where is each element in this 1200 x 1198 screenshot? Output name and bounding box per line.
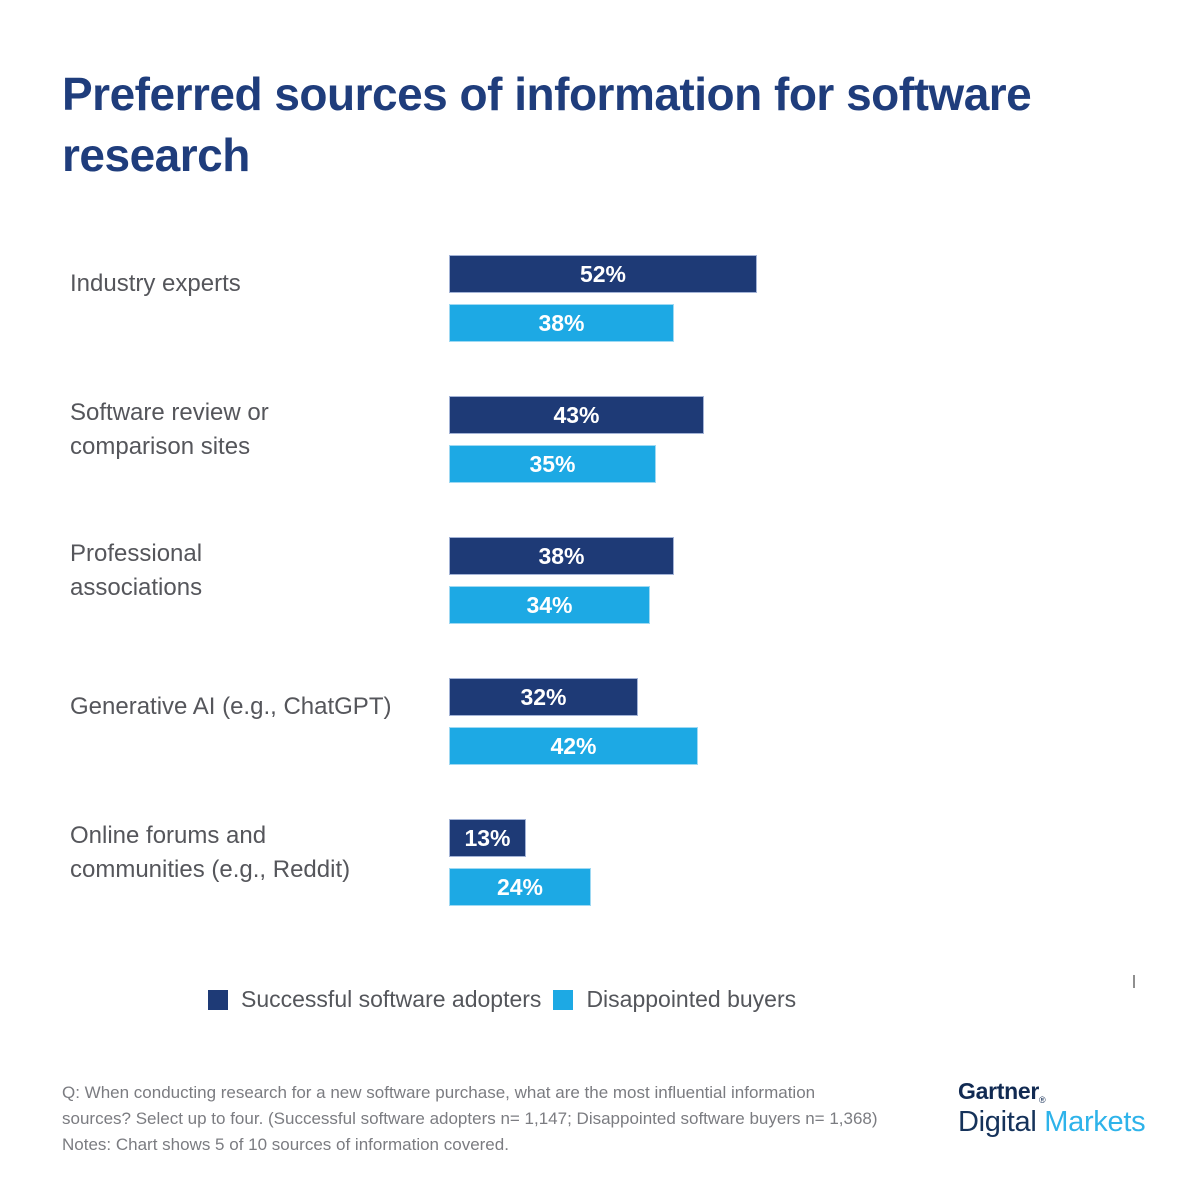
category-label: Online forums and communities (e.g., Redd…: [70, 822, 351, 883]
bar-value-label: 32%: [520, 683, 567, 710]
bar-successful-adopters: 43%: [449, 396, 704, 434]
bar-value-label: 43%: [553, 401, 600, 428]
legend-swatch-lightblue-icon: [553, 990, 574, 1010]
legend-swatch-navy-icon: [208, 990, 228, 1010]
bar-value-label: 52%: [579, 260, 627, 287]
bar-pair: 32% 42%: [449, 678, 698, 765]
legend-entry-buyers: Disappointed buyers: [553, 986, 796, 1013]
chart-row: Professional associations 38% 34%: [70, 537, 757, 624]
footnote: Q: When conducting research for a new so…: [62, 1080, 878, 1158]
chart-row: Generative AI (e.g., ChatGPT) 32% 42%: [70, 678, 757, 765]
bar-disappointed-buyers: 42%: [449, 727, 698, 765]
chart-row: Online forums and communities (e.g., Redd…: [70, 819, 757, 906]
bar-chart: Industry experts 52% 38% Software review or…: [70, 255, 757, 960]
bar-disappointed-buyers: 34%: [449, 586, 650, 624]
stray-tick-mark: [1133, 975, 1135, 988]
logo-second-line: Digital Markets: [958, 1106, 1146, 1139]
logo-brand-line: Gartner®: [958, 1078, 1145, 1105]
bar-value-label: 42%: [550, 732, 597, 759]
bar-successful-adopters: 32%: [449, 678, 638, 716]
bar-pair: 13% 24%: [449, 819, 591, 906]
gartner-digital-markets-logo: Gartner® Digital Markets: [958, 1078, 1146, 1139]
bar-disappointed-buyers: 35%: [449, 445, 656, 483]
bar-value-label: 24%: [496, 873, 544, 900]
bar-value-label: 38%: [538, 542, 585, 569]
legend-label: Disappointed buyers: [586, 986, 797, 1012]
category-label: Generative AI (e.g., ChatGPT): [70, 693, 392, 720]
logo-markets-text: Markets: [1044, 1106, 1146, 1138]
bar-successful-adopters: 38%: [449, 537, 674, 575]
chart-title: Preferred sources of information for sof…: [62, 68, 1032, 181]
bar-value-label: 34%: [526, 591, 573, 618]
bar-pair: 52% 38%: [449, 255, 757, 342]
chart-row: Industry experts 52% 38%: [70, 255, 757, 342]
legend-entry-adopters: Successful software adopters: [208, 986, 541, 1013]
bar-successful-adopters: 52%: [449, 255, 757, 293]
logo-gartner-text: Gartner: [958, 1078, 1039, 1104]
bar-value-label: 13%: [464, 824, 511, 851]
bar-disappointed-buyers: 24%: [449, 868, 591, 906]
bar-pair: 43% 35%: [449, 396, 704, 483]
footnote-line: sources? Select up to four. (Successful …: [62, 1109, 878, 1128]
category-label: Industry experts: [70, 270, 241, 297]
bar-disappointed-buyers: 38%: [449, 304, 674, 342]
logo-digital-text: Digital: [958, 1106, 1037, 1138]
bar-pair: 38% 34%: [449, 537, 674, 624]
bar-rows: Industry experts 52% 38% Software review or…: [70, 255, 757, 906]
registered-trademark-icon: ®: [1038, 1095, 1046, 1105]
footnote-line: Notes: Chart shows 5 of 10 sources of in…: [62, 1135, 509, 1154]
category-label: Software review or comparison sites: [70, 399, 269, 460]
chart-row: Software review or comparison sites 43% 35%: [70, 396, 757, 483]
legend: Successful software adopters Disappointe…: [208, 986, 796, 1013]
footnote-line: Q: When conducting research for a new so…: [62, 1083, 816, 1102]
category-label: Professional associations: [70, 540, 203, 601]
bar-value-label: 35%: [529, 450, 576, 477]
legend-label: Successful software adopters: [241, 986, 542, 1012]
bar-successful-adopters: 13%: [449, 819, 526, 857]
bar-value-label: 38%: [538, 309, 585, 336]
